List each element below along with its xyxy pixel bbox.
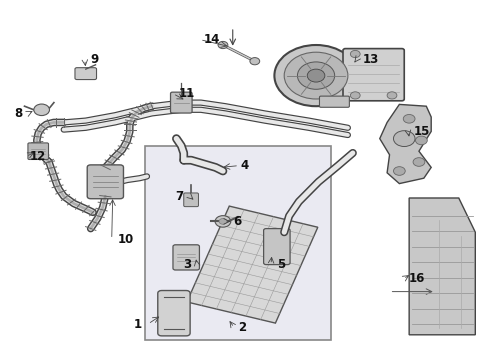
Text: 12: 12 [29, 150, 46, 163]
FancyBboxPatch shape [184, 193, 198, 207]
Circle shape [393, 131, 415, 147]
FancyBboxPatch shape [173, 245, 199, 270]
FancyBboxPatch shape [145, 146, 331, 340]
Text: 11: 11 [179, 87, 195, 100]
Text: 8: 8 [14, 107, 22, 120]
FancyBboxPatch shape [343, 49, 404, 101]
Text: 5: 5 [277, 258, 285, 271]
Circle shape [218, 41, 228, 49]
Text: 4: 4 [240, 159, 248, 172]
Text: 9: 9 [91, 53, 99, 66]
Text: 14: 14 [203, 33, 220, 46]
Circle shape [34, 104, 49, 116]
FancyBboxPatch shape [75, 68, 97, 80]
Text: 6: 6 [233, 215, 241, 228]
Circle shape [393, 167, 405, 175]
Circle shape [297, 62, 335, 89]
Polygon shape [409, 198, 475, 335]
Circle shape [250, 58, 260, 65]
Text: 10: 10 [118, 233, 134, 246]
Circle shape [284, 52, 348, 99]
Circle shape [274, 45, 358, 106]
FancyBboxPatch shape [158, 291, 190, 336]
Circle shape [350, 50, 360, 58]
Text: 7: 7 [175, 190, 184, 203]
FancyBboxPatch shape [264, 229, 290, 265]
Text: 15: 15 [414, 125, 430, 138]
Circle shape [350, 92, 360, 99]
Text: 13: 13 [363, 53, 379, 66]
Circle shape [307, 69, 325, 82]
Text: 3: 3 [183, 258, 191, 271]
Text: 2: 2 [238, 321, 246, 334]
FancyBboxPatch shape [87, 165, 123, 199]
Text: 16: 16 [409, 273, 425, 285]
FancyBboxPatch shape [319, 96, 349, 107]
FancyBboxPatch shape [28, 143, 49, 159]
Polygon shape [187, 206, 318, 323]
Text: 1: 1 [134, 318, 142, 330]
Circle shape [219, 219, 227, 224]
Polygon shape [380, 104, 431, 184]
Circle shape [403, 114, 415, 123]
Circle shape [387, 92, 397, 99]
Circle shape [215, 216, 231, 227]
Circle shape [413, 158, 425, 166]
Circle shape [416, 136, 427, 145]
FancyBboxPatch shape [171, 92, 192, 113]
